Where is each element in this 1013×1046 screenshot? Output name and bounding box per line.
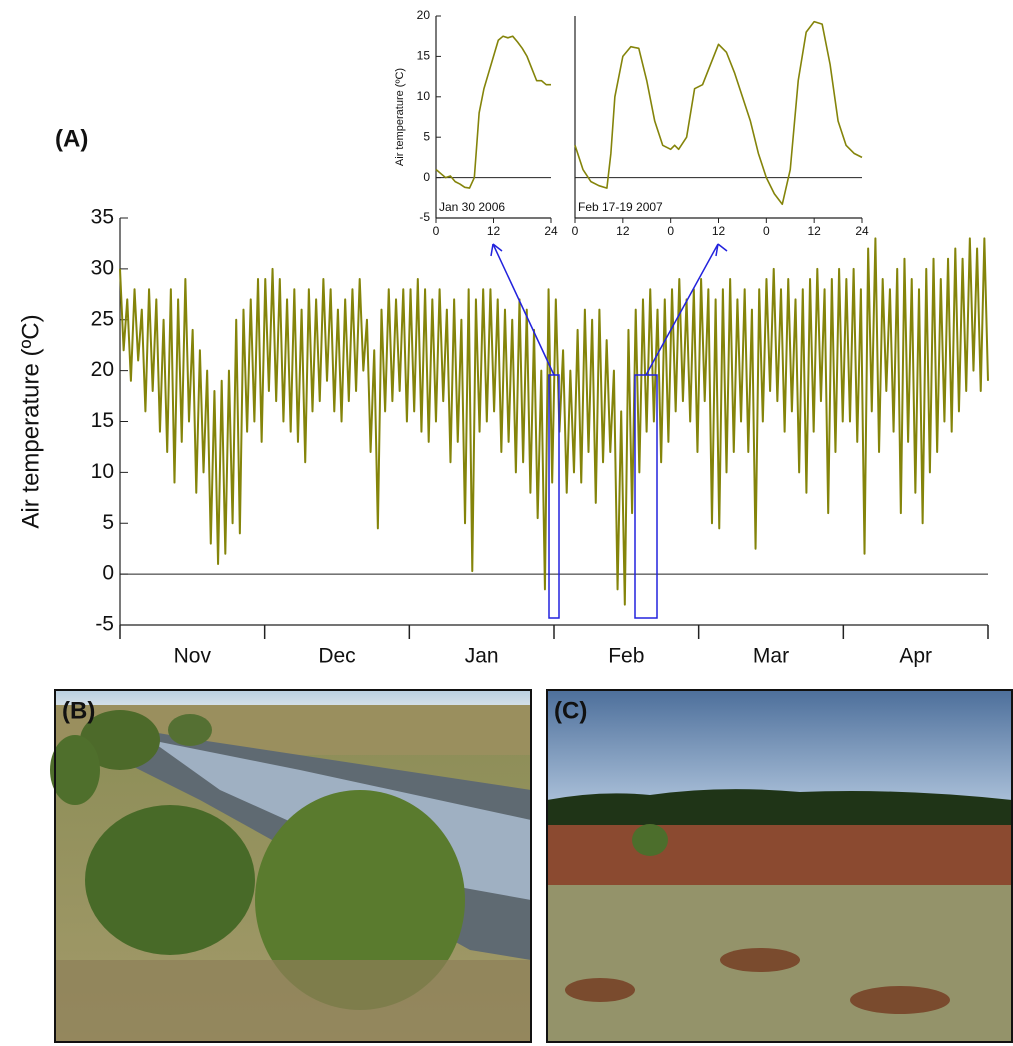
y-tick-label: 0 <box>102 562 114 585</box>
photo-b <box>50 689 532 1043</box>
y-tick-label: 30 <box>91 256 114 279</box>
x-tick-label: 24 <box>855 224 869 238</box>
y-tick-label: 20 <box>417 8 431 22</box>
arrow-head <box>490 243 503 257</box>
line-series <box>435 35 551 189</box>
line-series <box>119 237 989 606</box>
x-tick-label: Nov <box>174 645 212 668</box>
y-tick-label: 0 <box>423 170 430 184</box>
arrow-head <box>715 243 728 257</box>
x-tick-label: 0 <box>433 224 440 238</box>
arrow <box>492 243 555 376</box>
x-tick-label: 0 <box>763 224 770 238</box>
annotation: Feb 17-19 2007 <box>578 200 663 214</box>
annotation: Jan 30 2006 <box>439 200 505 214</box>
y-tick-label: 5 <box>423 129 430 143</box>
x-tick-label: Mar <box>753 645 789 668</box>
panel-label: (A) <box>55 125 88 152</box>
x-tick-label: Feb <box>608 645 644 668</box>
line-series <box>574 20 863 206</box>
y-tick-label: 25 <box>91 307 114 330</box>
y-tick-label: 10 <box>417 89 431 103</box>
y-tick-label: 20 <box>91 358 114 381</box>
photo-label: (C) <box>554 697 587 724</box>
arrow <box>645 243 719 376</box>
x-tick-label: 12 <box>487 224 501 238</box>
x-tick-label: 12 <box>807 224 821 238</box>
x-tick-label: Apr <box>899 645 932 668</box>
photo-label: (B) <box>62 697 95 724</box>
x-tick-label: 0 <box>572 224 579 238</box>
y-axis-label: Air temperature (ºC) <box>394 68 406 166</box>
y-tick-label: 35 <box>91 206 114 229</box>
x-tick-label: Dec <box>318 645 355 668</box>
x-tick-label: Jan <box>465 645 499 668</box>
y-tick-label: 15 <box>91 409 114 432</box>
y-tick-label: -5 <box>95 613 114 636</box>
y-tick-label: 5 <box>102 511 114 534</box>
x-tick-label: 24 <box>544 224 558 238</box>
y-tick-label: -5 <box>419 210 430 224</box>
x-tick-label: 0 <box>667 224 674 238</box>
x-tick-label: 12 <box>712 224 726 238</box>
x-tick-label: 12 <box>616 224 630 238</box>
photo-c <box>546 689 1013 1043</box>
y-tick-label: 15 <box>417 49 431 63</box>
y-axis-label: Air temperature (ºC) <box>17 314 44 528</box>
y-tick-label: 10 <box>91 460 114 483</box>
